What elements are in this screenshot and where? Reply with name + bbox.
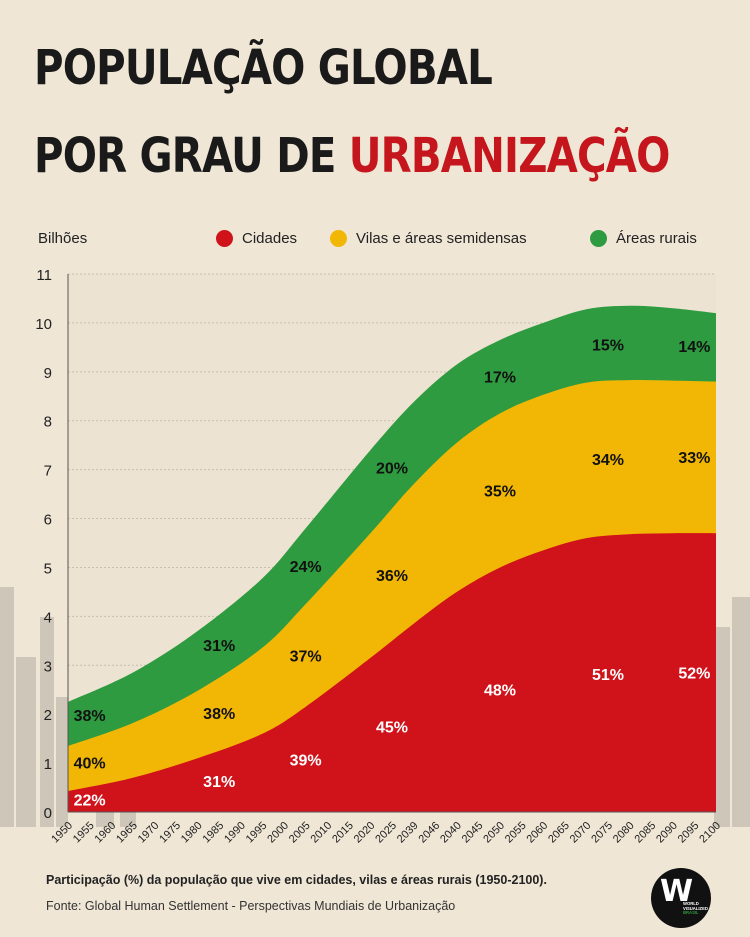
data-label: 35% <box>484 483 516 500</box>
x-tick-label: 2065 <box>546 820 572 846</box>
y-tick-label: 5 <box>44 560 52 577</box>
y-tick-label: 11 <box>36 267 52 284</box>
y-tick-label: 6 <box>44 512 52 529</box>
chart-title: POPULAÇÃO GLOBAL POR GRAU DE URBANIZAÇÃO <box>34 44 750 220</box>
y-tick-label: 2 <box>44 707 52 724</box>
y-tick-label: 3 <box>44 658 52 675</box>
x-tick-label: 1990 <box>222 820 248 846</box>
y-axis-unit-label: Bilhões <box>38 230 88 247</box>
title-line-2-prefix: POR GRAU DE <box>34 128 349 184</box>
x-tick-label: 2010 <box>309 820 335 846</box>
data-label: 39% <box>290 752 322 769</box>
x-tick-label: 1985 <box>201 820 227 846</box>
data-label: 20% <box>376 460 408 477</box>
data-label: 31% <box>203 638 235 655</box>
x-tick-label: 2050 <box>481 820 507 846</box>
y-tick-label: 7 <box>44 463 52 480</box>
x-tick-label: 2046 <box>417 820 443 846</box>
data-label: 31% <box>203 774 235 791</box>
x-tick-label: 2055 <box>503 820 529 846</box>
x-tick-label: 2085 <box>633 820 659 846</box>
x-tick-label: 1950 <box>49 820 75 846</box>
x-tick-label: 2025 <box>373 820 399 846</box>
legend-label-cidades: Cidades <box>242 229 298 247</box>
data-label: 33% <box>678 450 710 467</box>
legend-item-cidades: Cidades <box>216 228 297 248</box>
y-tick-label: 1 <box>44 756 52 773</box>
legend-swatch-cidades <box>216 229 233 247</box>
data-label: 52% <box>678 666 710 683</box>
logo-mark: W <box>660 874 693 909</box>
legend-label-vilas: Vilas e áreas semidensas <box>356 229 527 247</box>
y-tick-label: 10 <box>35 316 52 333</box>
world-visualized-logo: W WORLD VISUALIZED BRASIL <box>651 868 711 928</box>
data-label: 38% <box>203 706 235 723</box>
x-tick-label: 2095 <box>676 820 702 846</box>
x-tick-label: 1960 <box>93 820 119 846</box>
x-tick-label: 2100 <box>697 820 723 846</box>
data-label: 37% <box>290 648 322 665</box>
x-tick-label: 2080 <box>611 820 637 846</box>
legend-item-rurais: Áreas rurais <box>590 228 697 248</box>
data-label: 38% <box>74 708 106 725</box>
data-label: 24% <box>290 559 322 576</box>
data-label: 36% <box>376 568 408 585</box>
legend-label-rurais: Áreas rurais <box>616 229 697 247</box>
x-tick-label: 2090 <box>654 820 680 846</box>
x-tick-label: 1980 <box>179 820 205 846</box>
legend-swatch-rurais <box>590 229 607 247</box>
area-series-0 <box>68 533 716 812</box>
legend-item-vilas: Vilas e áreas semidensas <box>330 228 527 248</box>
logo-text: WORLD VISUALIZED BRASIL <box>683 901 708 916</box>
chart-source: Fonte: Global Human Settlement - Perspec… <box>46 899 456 913</box>
data-label: 34% <box>592 452 624 469</box>
stacked-area-chart: 0123456789101119501955196019651970197519… <box>35 267 723 846</box>
x-tick-label: 1975 <box>157 820 183 846</box>
x-tick-label: 2040 <box>438 820 464 846</box>
x-tick-label: 1970 <box>136 820 162 846</box>
data-label: 45% <box>376 719 408 736</box>
title-highlight: URBANIZAÇÃO <box>348 128 671 184</box>
x-tick-label: 1965 <box>114 820 140 846</box>
x-tick-label: 2020 <box>352 820 378 846</box>
x-tick-label: 2039 <box>395 820 421 846</box>
y-tick-label: 8 <box>44 414 52 431</box>
title-line-1: POPULAÇÃO GLOBAL <box>34 40 493 96</box>
title-line-2: POR GRAU DE URBANIZAÇÃO <box>34 132 750 220</box>
x-tick-label: 2075 <box>589 820 615 846</box>
data-label: 17% <box>484 370 516 387</box>
x-tick-label: 2070 <box>568 820 594 846</box>
y-tick-label: 0 <box>44 805 52 822</box>
x-tick-label: 1995 <box>244 820 270 846</box>
x-tick-label: 2045 <box>460 820 486 846</box>
y-tick-label: 9 <box>44 365 52 382</box>
data-label: 15% <box>592 337 624 354</box>
chart-footnote: Participação (%) da população que vive e… <box>46 873 547 887</box>
city-skyline-background <box>0 587 750 827</box>
y-tick-label: 4 <box>44 609 52 626</box>
data-label: 48% <box>484 683 516 700</box>
x-tick-label: 2005 <box>287 820 313 846</box>
data-label: 14% <box>678 339 710 356</box>
x-tick-label: 2000 <box>265 820 291 846</box>
data-label: 51% <box>592 667 624 684</box>
x-tick-label: 2015 <box>330 820 356 846</box>
legend-swatch-vilas <box>330 229 347 247</box>
data-label: 22% <box>74 792 106 809</box>
x-tick-label: 2060 <box>525 820 551 846</box>
x-tick-label: 1955 <box>71 820 97 846</box>
data-label: 40% <box>74 755 106 772</box>
